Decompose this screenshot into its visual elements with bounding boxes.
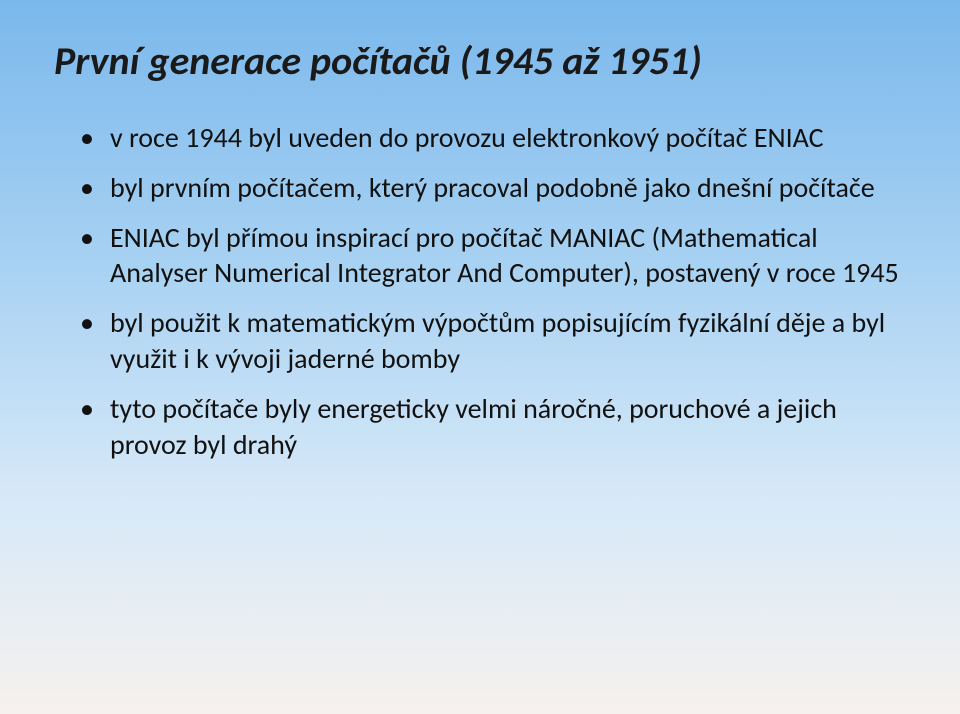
list-item: byl použit k matematickým výpočtům popis…: [80, 305, 910, 377]
list-item: byl prvním počítačem, který pracoval pod…: [80, 170, 910, 206]
list-item: tyto počítače byly energeticky velmi nár…: [80, 391, 910, 463]
slide: První generace počítačů (1945 až 1951) v…: [0, 0, 960, 714]
bullet-list: v roce 1944 byl uveden do provozu elektr…: [50, 120, 910, 463]
list-item: v roce 1944 byl uveden do provozu elektr…: [80, 120, 910, 156]
slide-title: První generace počítačů (1945 až 1951): [54, 38, 910, 84]
list-item: ENIAC byl přímou inspirací pro počítač M…: [80, 220, 910, 292]
